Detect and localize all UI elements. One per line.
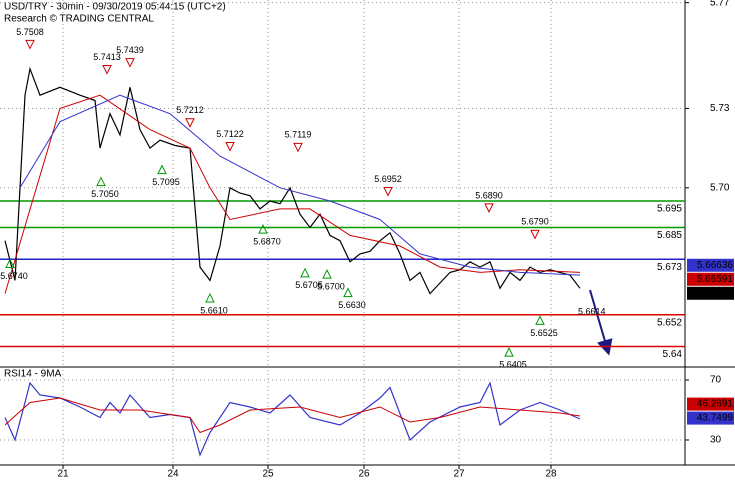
y-tick-label: 70: [710, 375, 722, 386]
trough-marker: [504, 347, 514, 357]
chart-title: USD/TRY - 30min - 09/30/2019 05:44:15 (U…: [4, 2, 226, 13]
y-tick-label: 30: [710, 435, 722, 446]
trough-label: 5.6740: [0, 271, 28, 281]
peak-label: 5.6790: [521, 217, 549, 227]
peak-label: 5.6890: [475, 190, 503, 200]
y-tick-label: 5.70: [710, 182, 730, 193]
last-value-box: [687, 286, 734, 300]
level-label: 5.695: [657, 204, 682, 215]
rsi-title: RSI14 - 9MA: [4, 369, 62, 380]
peak-label: 5.7122: [216, 129, 244, 139]
chart-subtitle: Research © TRADING CENTRAL: [4, 14, 154, 25]
series-line: [19, 94, 581, 276]
level-label: 5.652: [657, 317, 682, 328]
trough-label: 5.7050: [91, 189, 119, 199]
trough-label: 5.6525: [530, 328, 558, 338]
last-value-label: 5.66591: [697, 274, 734, 285]
level-label: 5.64: [663, 349, 683, 360]
peak-marker: [530, 229, 540, 240]
x-tick-label: 28: [545, 469, 557, 480]
peak-marker: [102, 65, 112, 75]
peak-marker: [225, 142, 235, 152]
trough-label: 5.6610: [200, 305, 228, 315]
peak-label: 5.7508: [16, 27, 44, 37]
last-value-label: 5.66636: [697, 260, 734, 271]
series-line: [4, 397, 581, 434]
peak-marker: [125, 58, 135, 68]
trough-label: 5.6630: [338, 300, 366, 310]
x-tick-label: 21: [57, 469, 69, 480]
peak-label: 5.7212: [176, 105, 204, 115]
trough-marker: [205, 292, 215, 303]
trough-marker: [322, 269, 332, 279]
series-line: [4, 381, 581, 457]
peak-marker: [484, 203, 494, 214]
trough-label: 5.7095: [152, 177, 180, 187]
peak-marker: [185, 118, 195, 128]
target-label: 5.6614: [578, 306, 606, 316]
trough-marker: [5, 258, 15, 269]
x-tick-label: 25: [262, 469, 274, 480]
peak-label: 5.7119: [285, 130, 312, 140]
last-value-label: 5.662: [708, 288, 733, 299]
level-label: 5.685: [657, 230, 682, 241]
last-value-label: 46.2691: [697, 399, 734, 410]
trough-marker: [157, 164, 167, 175]
trough-label: 5.6870: [253, 237, 281, 247]
peak-marker: [25, 39, 35, 50]
trough-marker: [96, 176, 106, 187]
last-value-box: [687, 258, 734, 272]
trough-label: 5.6705: [295, 280, 323, 290]
forecast-arrow: [589, 289, 613, 356]
trough-marker: [258, 224, 268, 234]
series-line: [4, 94, 581, 294]
series-line: [4, 66, 581, 295]
peak-marker: [293, 142, 303, 153]
trough-marker: [343, 287, 353, 298]
peak-label: 5.7439: [116, 45, 144, 55]
peak-label: 5.7413: [93, 52, 121, 62]
last-value-box: [687, 397, 734, 411]
last-value-box: [687, 411, 734, 425]
trough-label: 5.6700: [317, 282, 345, 292]
peak-label: 5.6952: [374, 174, 402, 184]
x-tick-label: 26: [358, 469, 370, 480]
last-value-label: 43.7499: [697, 413, 734, 424]
x-tick-label: 27: [453, 469, 465, 480]
x-tick-label: 24: [167, 469, 179, 480]
peak-marker: [383, 186, 393, 197]
y-tick-label: 5.77: [710, 0, 730, 8]
y-tick-label: 5.73: [710, 103, 730, 114]
trough-marker: [300, 267, 310, 278]
trough-marker: [535, 315, 545, 325]
trough-label: 5.6405: [499, 360, 527, 370]
level-label: 5.673: [657, 262, 682, 273]
last-value-box: [687, 272, 734, 286]
